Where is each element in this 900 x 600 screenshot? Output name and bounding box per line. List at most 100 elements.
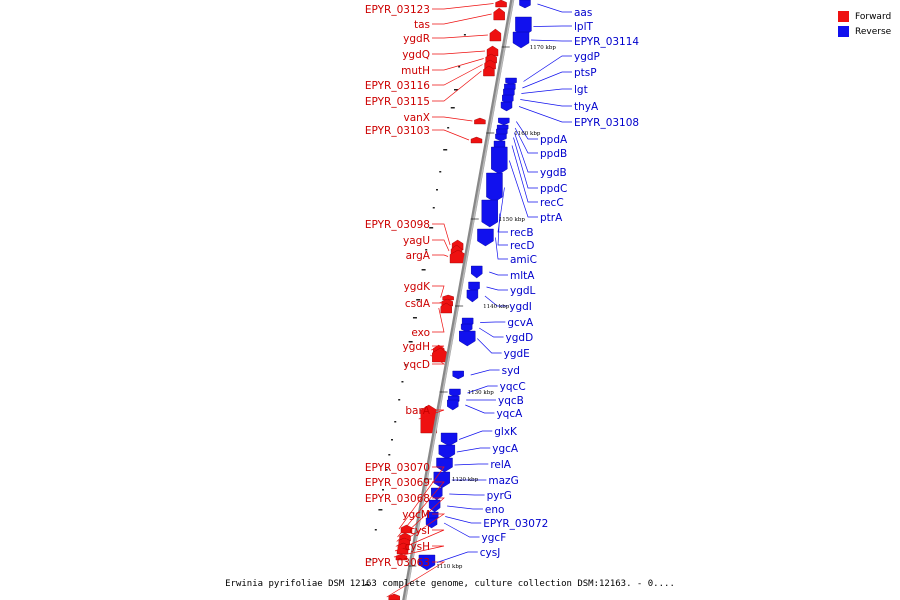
reverse-gene-label[interactable]: ptrA — [540, 212, 563, 224]
forward-gene-label[interactable]: EPYR_03069 — [365, 477, 430, 489]
forward-gene-feature[interactable] — [493, 7, 505, 21]
forward-gene-label[interactable]: cysH — [405, 541, 430, 553]
forward-gene-label[interactable]: EPYR_03070 — [365, 462, 430, 474]
reverse-gene-feature[interactable] — [459, 330, 476, 347]
forward-gene-label[interactable]: EPYR_03098 — [365, 219, 430, 231]
forward-gene-feature[interactable] — [483, 65, 495, 77]
reverse-gene-label[interactable]: syd — [502, 365, 520, 377]
reverse-gene-label[interactable]: ygcA — [492, 443, 519, 455]
forward-gene-feature[interactable] — [440, 302, 452, 314]
forward-gene-label[interactable]: exo — [411, 327, 430, 339]
forward-gene-label[interactable]: ygdK — [404, 281, 432, 293]
forward-gene-label[interactable]: EPYR_03115 — [365, 96, 430, 108]
reverse-gene-label[interactable]: EPYR_03114 — [574, 36, 639, 48]
reverse-gene-feature[interactable] — [433, 471, 450, 489]
reverse-gene-feature[interactable] — [440, 432, 458, 447]
forward-gene-feature[interactable] — [470, 136, 483, 144]
reverse-gene-feature[interactable] — [438, 444, 456, 460]
forward-gene-label[interactable]: mutH — [401, 65, 430, 77]
reverse-gene-feature[interactable] — [491, 146, 508, 175]
forward-gene-label[interactable]: EPYR_03063 — [365, 557, 430, 569]
forward-gene-feature[interactable] — [486, 45, 499, 57]
forward-gene-label[interactable]: yqcD — [403, 359, 430, 371]
reverse-gene-feature[interactable] — [519, 0, 531, 9]
forward-gene-label[interactable]: cysI — [409, 525, 430, 537]
minor-tick — [432, 207, 435, 209]
reverse-gene-feature[interactable] — [481, 199, 498, 228]
forward-gene-feature[interactable] — [395, 553, 408, 561]
forward-gene-label[interactable]: vanX — [404, 112, 431, 124]
forward-gene-label[interactable]: yagU — [403, 235, 430, 247]
reverse-gene-label[interactable]: ptsP — [574, 67, 597, 79]
reverse-gene-label[interactable]: recD — [510, 240, 534, 252]
forward-gene-label[interactable]: EPYR_03103 — [365, 125, 430, 137]
reverse-gene-label[interactable]: ygdP — [574, 51, 600, 63]
reverse-gene-label[interactable]: ygdE — [504, 348, 530, 360]
reverse-gene-label[interactable]: ppdA — [540, 134, 568, 146]
reverse-gene-feature[interactable] — [466, 289, 479, 303]
forward-gene-label[interactable]: argA — [406, 250, 431, 262]
forward-gene-feature[interactable] — [489, 28, 502, 42]
label-leaders — [386, 3, 572, 598]
reverse-gene-feature[interactable] — [449, 388, 461, 398]
reverse-gene-feature[interactable] — [498, 117, 510, 126]
reverse-gene-feature[interactable] — [512, 31, 530, 49]
reverse-gene-feature[interactable] — [477, 228, 494, 247]
reverse-gene-label[interactable]: mltA — [510, 270, 535, 282]
reverse-gene-feature[interactable] — [500, 101, 513, 112]
reverse-gene-feature[interactable] — [447, 399, 459, 411]
reverse-gene-label[interactable]: ppdB — [540, 148, 567, 160]
reverse-gene-feature[interactable] — [436, 457, 453, 473]
reverse-gene-label[interactable]: recB — [510, 227, 534, 239]
reverse-gene-label[interactable]: cysJ — [480, 547, 501, 559]
reverse-gene-label[interactable]: aas — [574, 7, 592, 19]
forward-gene-label[interactable]: EPYR_03068 — [365, 493, 430, 505]
reverse-gene-label[interactable]: ygcF — [482, 532, 507, 544]
forward-gene-label[interactable]: tas — [414, 19, 430, 31]
reverse-gene-label[interactable]: glxK — [494, 426, 518, 438]
forward-gene-label[interactable]: ygcM — [402, 509, 430, 521]
forward-gene-feature[interactable] — [484, 59, 496, 70]
reverse-gene-label[interactable]: thyA — [574, 101, 599, 113]
reverse-gene-label[interactable]: eno — [485, 504, 505, 516]
reverse-gene-label[interactable]: yqcA — [496, 408, 523, 420]
forward-gene-label[interactable]: csdA — [405, 298, 431, 310]
reverse-gene-label[interactable]: ygdL — [510, 285, 536, 297]
forward-gene-feature[interactable] — [400, 524, 413, 534]
reverse-gene-label[interactable]: yqcB — [498, 395, 524, 407]
reverse-gene-feature[interactable] — [505, 77, 517, 86]
reverse-gene-label[interactable]: ppdC — [540, 183, 567, 195]
forward-gene-feature[interactable] — [474, 117, 486, 125]
forward-gene-label[interactable]: ygdQ — [402, 49, 430, 61]
forward-gene-feature[interactable] — [495, 0, 507, 8]
forward-gene-feature[interactable] — [442, 294, 454, 301]
reverse-gene-label[interactable]: lplT — [574, 21, 593, 33]
reverse-gene-label[interactable]: relA — [490, 459, 511, 471]
reverse-gene-label[interactable]: recC — [540, 197, 564, 209]
reverse-gene-label[interactable]: lgt — [574, 84, 588, 96]
reverse-gene-label[interactable]: amiC — [510, 254, 537, 266]
reverse-gene-label[interactable]: ygdD — [506, 332, 534, 344]
reverse-leader-line — [436, 551, 478, 563]
forward-gene-label[interactable]: barA — [405, 405, 430, 417]
minor-tick — [429, 227, 434, 229]
forward-gene-label[interactable]: ygdH — [403, 341, 430, 353]
reverse-gene-label[interactable]: EPYR_03108 — [574, 117, 639, 129]
reverse-gene-feature[interactable] — [460, 323, 473, 333]
reverse-gene-label[interactable]: gcvA — [507, 317, 534, 329]
reverse-gene-feature[interactable] — [452, 370, 464, 380]
reverse-gene-label[interactable]: mazG — [488, 475, 518, 487]
reverse-gene-label[interactable]: yqcC — [500, 381, 526, 393]
reverse-gene-feature[interactable] — [486, 172, 503, 203]
forward-gene-label[interactable]: EPYR_03123 — [365, 4, 430, 16]
reverse-gene-feature[interactable] — [495, 133, 507, 142]
reverse-gene-label[interactable]: pyrG — [487, 490, 512, 502]
forward-gene-label[interactable]: ygdR — [403, 33, 430, 45]
reverse-gene-feature[interactable] — [471, 265, 483, 279]
reverse-gene-label[interactable]: ygdI — [509, 301, 532, 313]
forward-gene-label[interactable]: EPYR_03116 — [365, 80, 430, 92]
reverse-gene-label[interactable]: ygdB — [540, 167, 567, 179]
reverse-gene-label[interactable]: EPYR_03072 — [483, 518, 548, 530]
forward-gene-feature[interactable] — [388, 593, 400, 600]
reverse-gene-feature[interactable] — [418, 554, 436, 571]
